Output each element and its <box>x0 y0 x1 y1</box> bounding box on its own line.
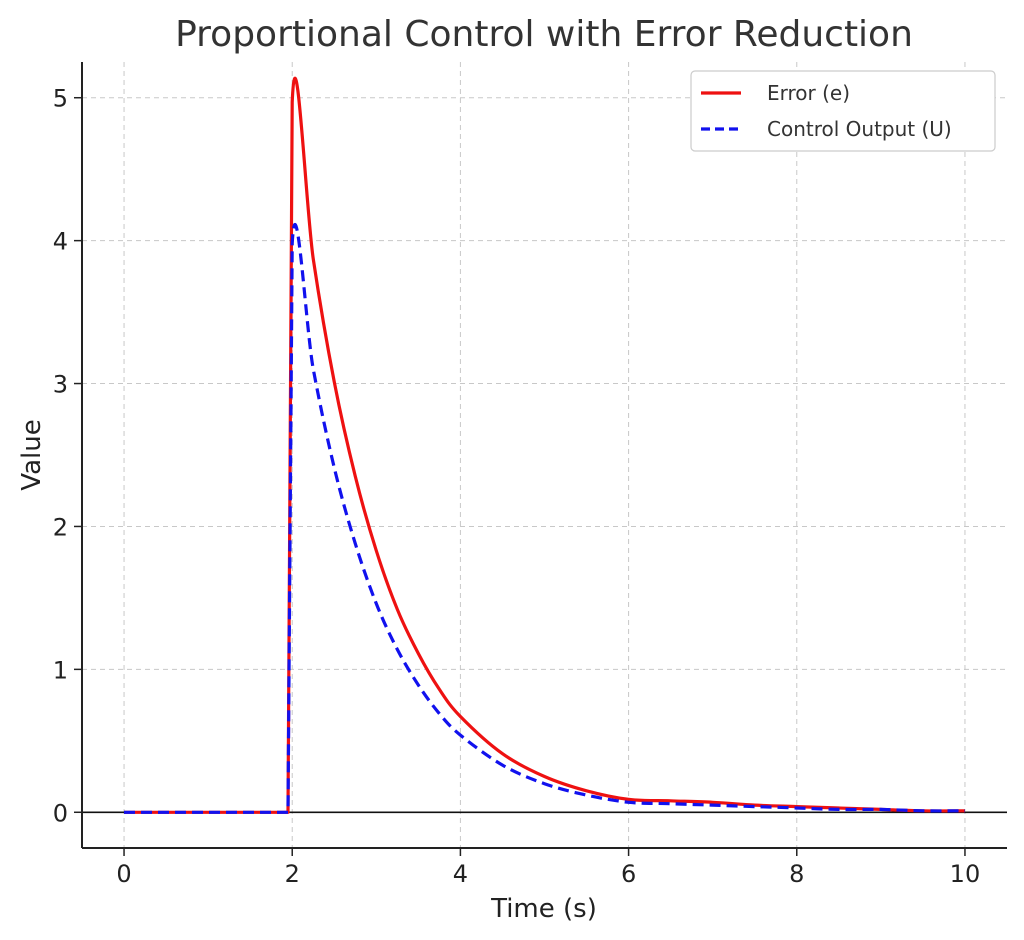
x-tick-label: 0 <box>116 860 131 888</box>
chart-title: Proportional Control with Error Reductio… <box>175 14 913 55</box>
series-line-control-output <box>124 222 966 814</box>
y-tick-label: 1 <box>53 656 68 684</box>
legend: Error (e) Control Output (U) <box>690 70 996 152</box>
x-tick-label: 8 <box>789 860 804 888</box>
legend-box <box>690 70 996 152</box>
x-tick-label: 6 <box>621 860 636 888</box>
y-axis-label: Value <box>17 419 47 490</box>
legend-label-control-output: Control Output (U) <box>767 117 952 141</box>
x-tick-label: 2 <box>285 860 300 888</box>
y-tick-label: 2 <box>53 513 68 541</box>
axes <box>81 62 1007 849</box>
x-tick-label: 4 <box>453 860 468 888</box>
x-tick-label: 10 <box>950 860 981 888</box>
legend-label-error: Error (e) <box>767 81 850 105</box>
series-group <box>124 77 966 814</box>
y-tick-label: 4 <box>53 228 68 256</box>
y-tick-label: 5 <box>53 85 68 113</box>
ticks: 0 2 4 6 8 10 0 1 2 3 4 5 <box>53 85 981 888</box>
series-line-error <box>124 77 966 814</box>
y-tick-label: 0 <box>53 799 68 827</box>
x-axis-label: Time (s) <box>490 894 597 924</box>
y-tick-label: 3 <box>53 371 68 399</box>
